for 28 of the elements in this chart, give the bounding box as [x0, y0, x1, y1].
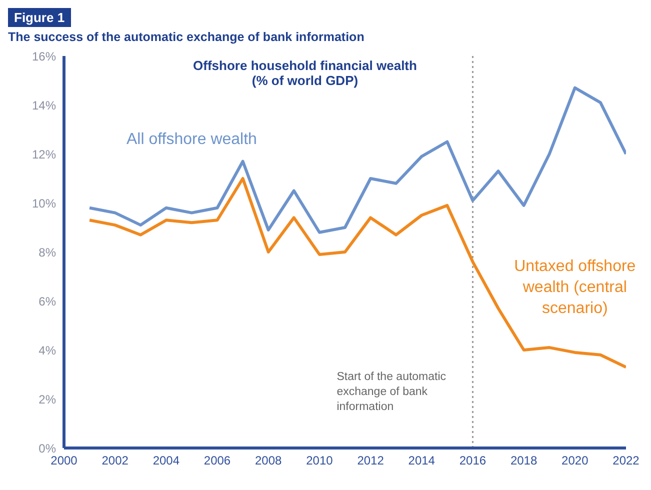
- x-tick-label: 2020: [562, 454, 589, 468]
- y-tick-label: 10%: [32, 196, 56, 210]
- y-tick-label: 2%: [38, 392, 56, 406]
- x-tick-label: 2014: [408, 454, 436, 468]
- x-tick-label: 2008: [255, 454, 282, 468]
- y-tick-label: 16%: [32, 49, 56, 64]
- x-tick-label: 2006: [204, 454, 231, 468]
- y-tick-label: 14%: [32, 98, 56, 112]
- ref-line-label: Start of the automatic exchange of bank information: [336, 370, 448, 415]
- series-label: All offshore wealth: [126, 130, 257, 150]
- x-tick-label: 2010: [306, 454, 334, 468]
- text: Offshore household financial wealth (% of world GDP): [193, 58, 417, 88]
- x-tick-label: 2002: [102, 454, 129, 468]
- x-tick-label: 2022: [612, 454, 640, 468]
- y-tick-label: 0%: [38, 441, 56, 456]
- line-series: [88, 86, 626, 234]
- x-tick-label: 2012: [357, 454, 384, 468]
- chart-title: The success of the automatic exchange of bank information: [8, 30, 366, 44]
- x-tick-label: 2000: [50, 454, 78, 468]
- x-tick-label: 2004: [152, 454, 180, 468]
- y-tick-label: 6%: [38, 294, 56, 308]
- x-tick-label: 2016: [459, 454, 486, 468]
- series-label: Untaxed offshore wealth (central scenario): [513, 257, 637, 320]
- y-tick-label: 8%: [38, 245, 56, 260]
- x-tick-label: 2018: [510, 454, 538, 468]
- y-tick-label: 4%: [38, 343, 56, 358]
- caption: Figure 1: [8, 8, 71, 27]
- y-tick-label: 12%: [32, 147, 56, 162]
